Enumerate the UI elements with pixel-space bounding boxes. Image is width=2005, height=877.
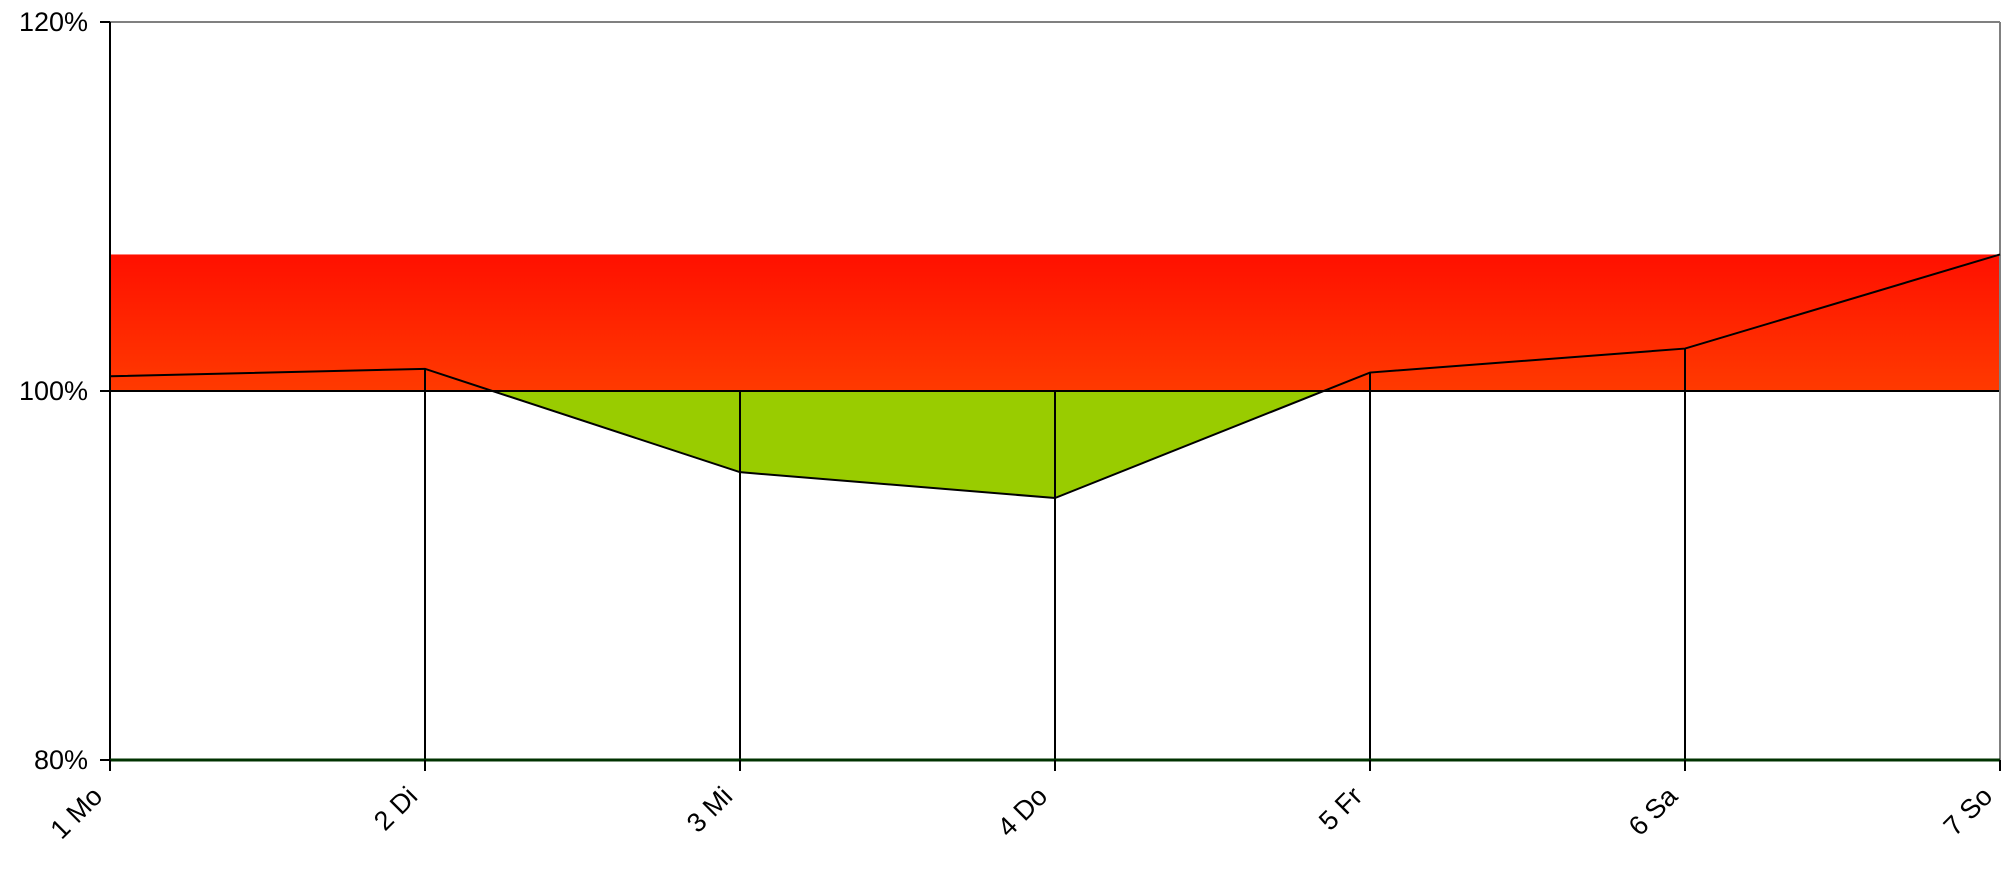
x-tick-label: 6 Sa — [1623, 780, 1684, 841]
x-tick-label: 5 Fr — [1313, 781, 1368, 836]
x-tick-label: 7 So — [1938, 781, 1998, 841]
series — [109, 253, 2001, 500]
x-tick-label: 2 Di — [368, 781, 423, 836]
x-tick-label: 1 Mo — [45, 781, 109, 845]
y-tick-label: 100% — [19, 376, 88, 406]
y-tick-label: 120% — [19, 7, 88, 37]
x-tick-label: 3 Mi — [681, 781, 738, 838]
axes — [100, 21, 2001, 771]
x-tick-label: 4 Do — [992, 781, 1054, 843]
y-tick-label: 80% — [34, 745, 88, 775]
